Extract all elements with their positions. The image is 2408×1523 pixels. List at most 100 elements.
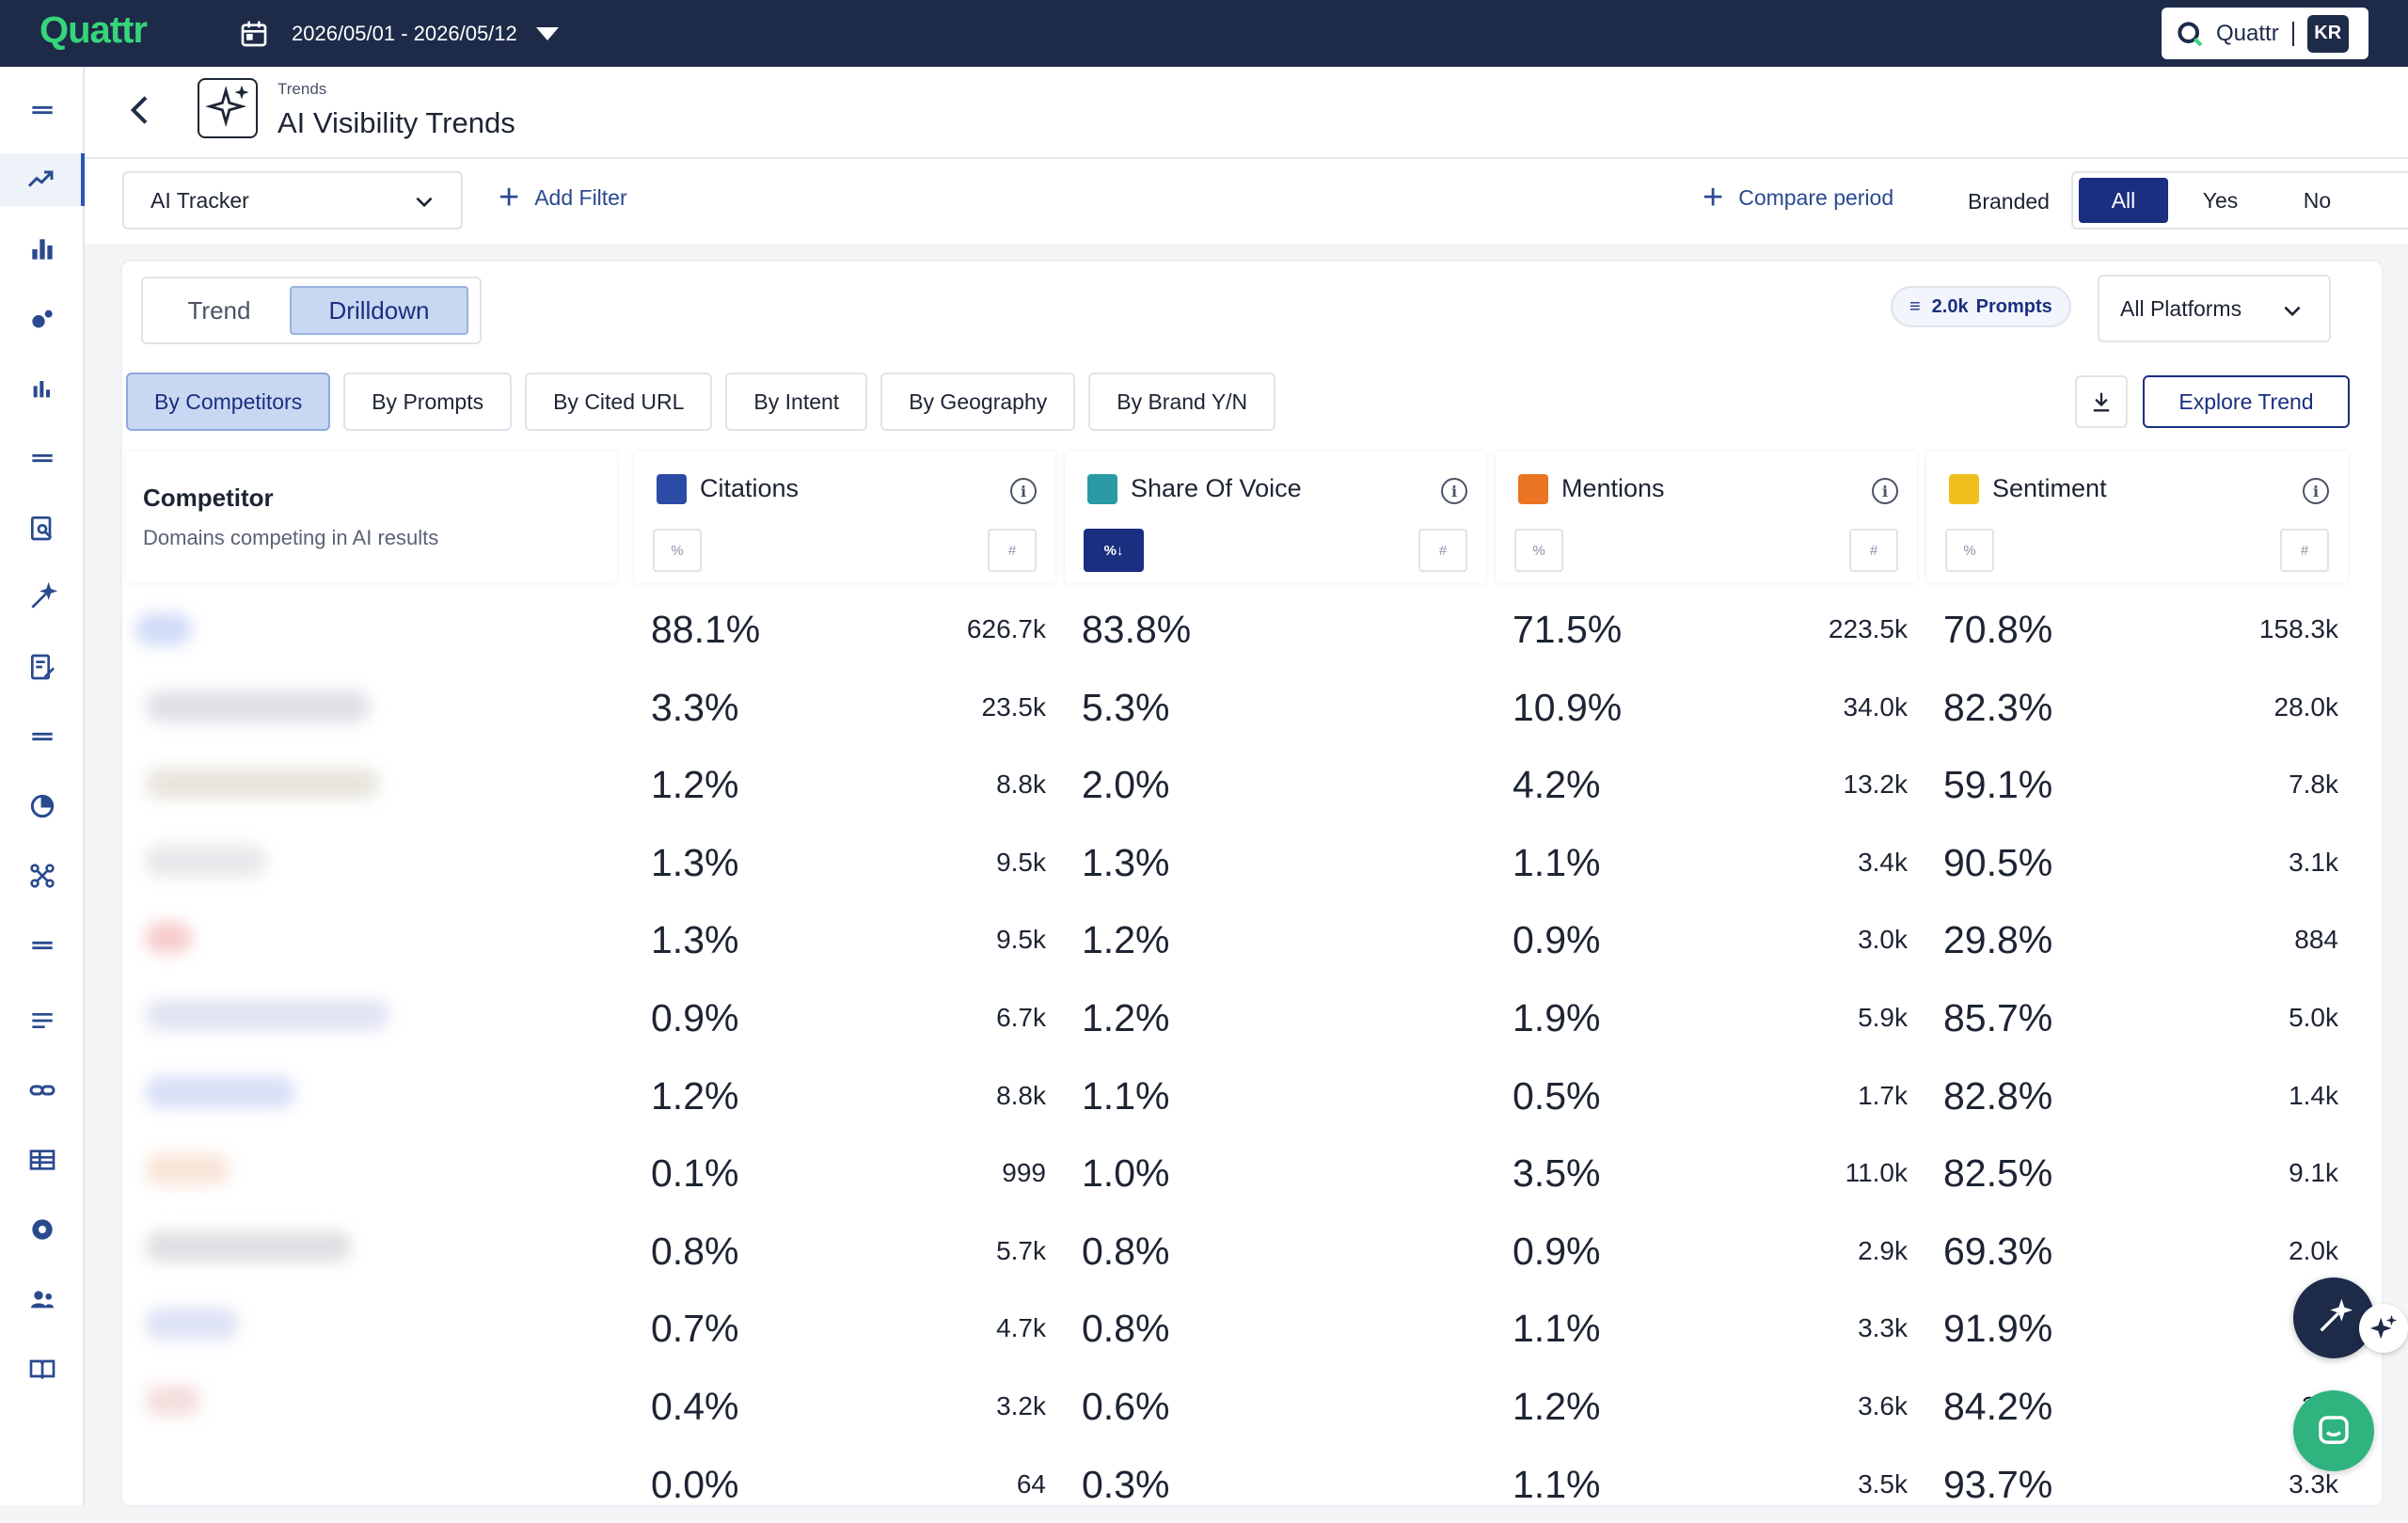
divider2-icon[interactable]: [0, 710, 85, 763]
tracker-select[interactable]: AI Tracker: [122, 171, 463, 230]
table-cell: 0.8%: [1065, 1290, 1486, 1367]
sort-count-button[interactable]: #: [988, 529, 1037, 572]
settings-icon[interactable]: [0, 1203, 85, 1256]
list-icon[interactable]: [0, 994, 85, 1047]
audit-icon[interactable]: [0, 501, 85, 554]
table-cell: 29.8% 884: [1926, 901, 2348, 978]
tab-by-cited-url[interactable]: By Cited URL: [525, 373, 713, 431]
metric-color-swatch: [1949, 474, 1979, 504]
prompts-badge[interactable]: ≡ 2.0k Prompts: [1891, 286, 2071, 327]
link-icon[interactable]: [0, 1064, 85, 1117]
sort-count-button[interactable]: #: [1418, 529, 1467, 572]
cell-percent: 82.3%: [1943, 685, 2053, 729]
cell-count: 3.3k: [1858, 1313, 1908, 1343]
report-edit-icon[interactable]: [0, 641, 85, 693]
table-cell: 1.1% 3.4k: [1496, 824, 1917, 901]
compare-period-button[interactable]: + Compare period: [1703, 180, 1893, 215]
stats-icon[interactable]: [0, 362, 85, 415]
cell-percent: 0.7%: [651, 1307, 739, 1351]
info-icon[interactable]: i: [2303, 478, 2329, 504]
sort-percent-button[interactable]: %: [653, 529, 702, 572]
competitor-subheader: Domains competing in AI results: [143, 526, 439, 549]
bar-chart-icon[interactable]: [0, 223, 85, 276]
users-icon[interactable]: [0, 1273, 85, 1325]
trends-icon[interactable]: [0, 153, 85, 206]
table-cell: 1.2% 3.6k: [1496, 1368, 1917, 1445]
platforms-select[interactable]: All Platforms: [2098, 275, 2331, 342]
metric-header-sentiment: Sentiment i% #: [1926, 452, 2348, 583]
cell-percent: 4.2%: [1513, 763, 1601, 807]
sparkle-assistant-button[interactable]: [2359, 1304, 2408, 1353]
date-range-picker[interactable]: 2026/05/01 - 2026/05/12: [239, 15, 559, 53]
tab-by-prompts[interactable]: By Prompts: [343, 373, 513, 431]
cell-count: 223.5k: [1828, 614, 1908, 643]
sort-percent-button[interactable]: %: [1945, 529, 1994, 572]
tab-drilldown[interactable]: Drilldown: [290, 286, 468, 335]
download-icon: [2093, 392, 2110, 412]
table-cell: 1.1% 3.3k: [1496, 1290, 1917, 1367]
table-cell: 1.2%: [1065, 901, 1486, 978]
table-cell: 82.3% 28.0k: [1926, 669, 2348, 746]
tab-by-competitors[interactable]: By Competitors: [126, 373, 331, 431]
sort-percent-button[interactable]: %↓: [1084, 529, 1144, 572]
cell-count: 6.7k: [996, 1003, 1046, 1032]
competitor-header: Competitor: [143, 484, 274, 512]
tracker-value: AI Tracker: [150, 187, 249, 213]
blurred-logo: [135, 613, 192, 645]
branded-option-all[interactable]: All: [2079, 178, 2168, 223]
back-arrow-icon[interactable]: [122, 91, 160, 129]
tab-by-geography[interactable]: By Geography: [880, 373, 1076, 431]
cell-percent: 0.9%: [651, 996, 739, 1039]
pie-chart-icon[interactable]: [0, 780, 85, 833]
download-button[interactable]: [2075, 375, 2128, 428]
info-icon[interactable]: i: [1441, 478, 1467, 504]
table-cell: 1.0%: [1065, 1134, 1486, 1212]
cell-count: 3.4k: [1858, 847, 1908, 877]
drilldown-card: Trend Drilldown ≡ 2.0k Prompts All Platf…: [122, 262, 2382, 1506]
cell-percent: 82.8%: [1943, 1073, 2053, 1118]
menu-toggle-icon[interactable]: [0, 84, 85, 136]
chat-support-button[interactable]: [2293, 1390, 2374, 1471]
add-filter-button[interactable]: + Add Filter: [499, 180, 627, 215]
cell-percent: 0.8%: [651, 1229, 739, 1273]
cell-percent: 0.0%: [651, 1462, 739, 1506]
explore-trend-button[interactable]: Explore Trend: [2143, 375, 2350, 428]
sidebar: [0, 67, 85, 1505]
cell-percent: 1.1%: [1513, 840, 1601, 884]
cell-count: 3.2k: [996, 1391, 1046, 1420]
sort-count-button[interactable]: #: [2280, 529, 2329, 572]
metric-header-citations: Citations i% #: [634, 452, 1055, 583]
network-icon[interactable]: [0, 849, 85, 902]
cell-count: 4.7k: [996, 1313, 1046, 1343]
cell-percent: 1.2%: [1082, 918, 1170, 962]
sort-percent-button[interactable]: %: [1514, 529, 1563, 572]
tab-trend[interactable]: Trend: [187, 295, 251, 325]
branded-option-yes[interactable]: Yes: [2202, 187, 2239, 213]
magic-wand-icon[interactable]: [0, 571, 85, 624]
metric-color-swatch: [657, 474, 687, 504]
table-icon[interactable]: [0, 1134, 85, 1186]
account-switcher[interactable]: Quattr KR: [2162, 8, 2368, 59]
cell-percent: 1.0%: [1082, 1151, 1170, 1196]
user-avatar[interactable]: KR: [2306, 14, 2349, 53]
page-header: Trends AI Visibility Trends: [85, 67, 2408, 159]
sort-count-button[interactable]: #: [1849, 529, 1898, 572]
tab-by-intent[interactable]: By Intent: [725, 373, 868, 431]
divider-icon[interactable]: [0, 432, 85, 484]
tab-by-brand-yn[interactable]: By Brand Y/N: [1088, 373, 1276, 431]
breadcrumb[interactable]: Trends: [277, 80, 327, 98]
divider3-icon[interactable]: [0, 919, 85, 972]
branded-option-no[interactable]: No: [2303, 187, 2332, 213]
table-cell: 59.1% 7.8k: [1926, 746, 2348, 823]
table-cell: 85.7% 5.0k: [1926, 979, 2348, 1056]
bubble-icon[interactable]: [0, 293, 85, 345]
cell-count: 8.8k: [996, 1080, 1046, 1110]
quattr-logo[interactable]: Quattr: [40, 9, 148, 52]
info-icon[interactable]: i: [1010, 478, 1037, 504]
book-icon[interactable]: [0, 1342, 85, 1395]
table-cell: 82.5% 9.1k: [1926, 1134, 2348, 1212]
table-cell: 0.8%: [1065, 1213, 1486, 1290]
cell-count: 34.0k: [1843, 691, 1909, 722]
table-cell: 0.8% 5.7k: [634, 1213, 1055, 1290]
info-icon[interactable]: i: [1872, 478, 1898, 504]
